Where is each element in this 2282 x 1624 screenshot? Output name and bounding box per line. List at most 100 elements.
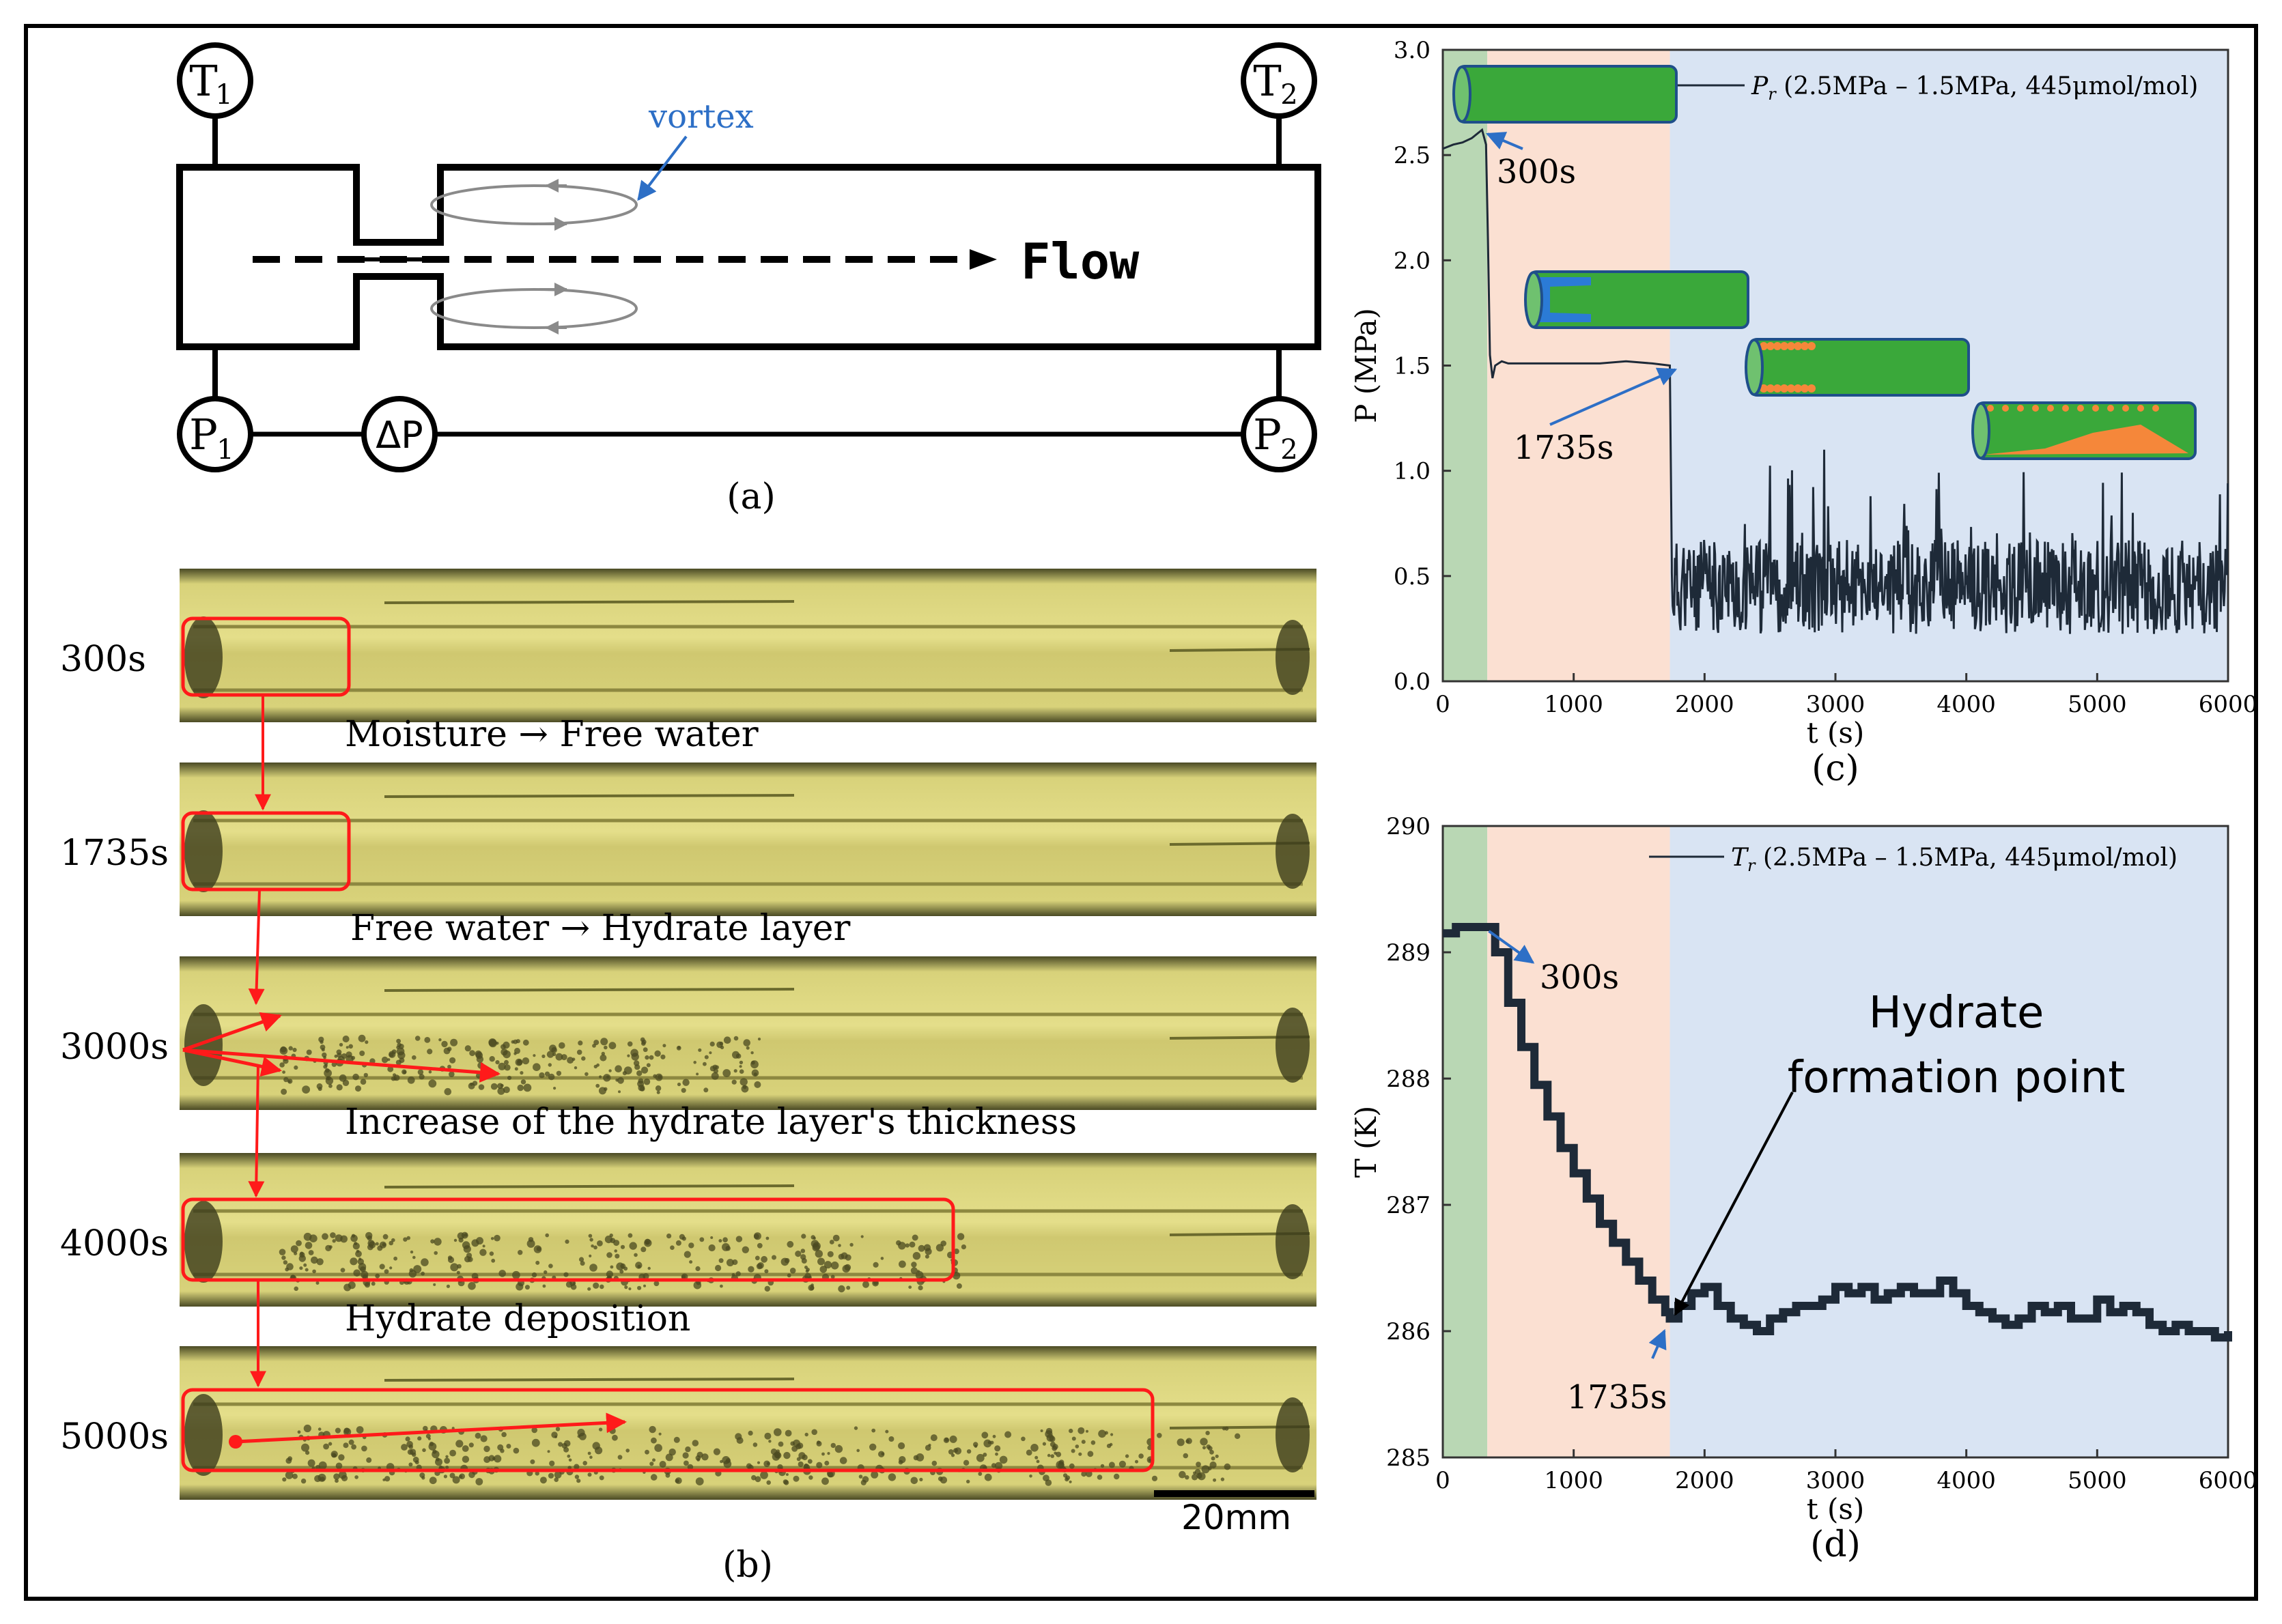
hydrate-speck	[693, 1061, 696, 1064]
hydrate-speck	[352, 1242, 360, 1250]
hydrate-speck	[305, 1268, 309, 1272]
hydrate-speck	[1125, 1454, 1129, 1458]
hydrate-speck	[858, 1475, 863, 1479]
hydrate-speck	[375, 1273, 380, 1279]
connector-arrow	[248, 889, 265, 1006]
hydrate-speck	[489, 1251, 494, 1256]
hydrate-speck	[860, 1235, 864, 1238]
hydrate-speck	[739, 1065, 742, 1068]
hydrate-speck	[802, 1454, 808, 1461]
hydrate-speck	[609, 1427, 616, 1434]
hydrate-speck	[791, 1445, 798, 1452]
hydrate-speck	[600, 1038, 608, 1046]
hydrate-speck	[1211, 1456, 1215, 1461]
hydrate-speck	[640, 1247, 647, 1253]
svg-text:ΔP: ΔP	[376, 414, 423, 457]
hydrate-speck	[315, 1465, 321, 1470]
hydrate-speck	[336, 1084, 343, 1091]
hydrate-speck	[1110, 1433, 1114, 1436]
hydrate-speck	[1179, 1470, 1186, 1479]
hydrate-speck	[391, 1238, 395, 1242]
hydrate-speck	[1081, 1471, 1087, 1477]
hydrate-speck	[346, 1051, 352, 1058]
hydrate-speck	[389, 1240, 393, 1246]
hydrate-speck	[512, 1270, 520, 1279]
vortex-lower	[430, 283, 638, 334]
hydrate-speck	[598, 1427, 603, 1431]
hydrate-speck	[994, 1445, 1001, 1452]
panel-a: vortex Flow T 1 T 2 P 1 ΔP P 2	[176, 42, 1321, 517]
hydrate-spot	[1766, 342, 1775, 350]
hydrate-speck	[1177, 1438, 1185, 1447]
hydrate-speck	[905, 1243, 910, 1248]
hydrate-speck	[821, 1477, 829, 1485]
hydrate-speck	[318, 1087, 322, 1092]
hydrate-speck	[681, 1274, 686, 1279]
hydrate-speck	[356, 1426, 364, 1434]
hydrate-speck	[703, 1087, 709, 1093]
hydrate-spot	[1780, 384, 1788, 393]
hydrate-speck	[983, 1439, 992, 1448]
hydrate-speck	[312, 1269, 316, 1274]
hydrate-speck	[957, 1233, 965, 1240]
hydrate-speck	[1209, 1461, 1217, 1469]
hydrate-speck	[656, 1090, 660, 1094]
hydrate-speck	[660, 1054, 666, 1059]
hydrate-speck	[464, 1255, 471, 1263]
hydrate-speck	[582, 1461, 587, 1466]
hydrate-speck	[545, 1233, 549, 1238]
frame-caption: Hydrate deposition	[345, 1298, 690, 1339]
hydrate-speck	[320, 1477, 325, 1481]
hydrate-speck	[1224, 1426, 1229, 1431]
hydrate-speck	[838, 1285, 845, 1293]
hydrate-speck	[279, 1249, 286, 1255]
hydrate-speck	[551, 1431, 558, 1438]
hydrate-speck	[956, 1283, 962, 1289]
hydrate-speck	[1220, 1477, 1225, 1481]
hydrate-speck	[365, 1282, 370, 1288]
hydrate-speck	[1042, 1442, 1046, 1446]
hydrate-speck	[693, 1281, 702, 1290]
hydrate-speck	[1196, 1462, 1201, 1468]
hydrate-speck	[1050, 1454, 1054, 1458]
hydrate-speck	[421, 1258, 429, 1266]
hydrate-speck	[925, 1254, 929, 1259]
hydrate-speck	[282, 1070, 285, 1074]
hydrate-speck	[764, 1285, 771, 1292]
hydrate-speck	[613, 1240, 620, 1247]
hydrate-speck	[414, 1036, 421, 1041]
hydrate-speck	[1071, 1436, 1076, 1441]
hydrate-spot	[2152, 405, 2159, 412]
hydrate-speck	[695, 1477, 704, 1486]
hydrate-speck	[849, 1242, 854, 1247]
hydrate-speck	[393, 1074, 400, 1081]
hydrate-speck	[549, 1460, 555, 1466]
photo-strip	[180, 1346, 1316, 1500]
hydrate-speck	[334, 1054, 338, 1058]
frame-time-label: 4000s	[60, 1223, 169, 1264]
hydrate-speck	[649, 1055, 654, 1060]
hydrate-speck	[282, 1477, 287, 1482]
hydrate-speck	[908, 1285, 912, 1289]
photo-frame: 4000s Hydrate deposition	[60, 1153, 1316, 1339]
hydrate-spot	[2137, 405, 2144, 412]
hydrate-speck	[742, 1085, 747, 1089]
hydrate-speck	[578, 1257, 584, 1262]
hydrate-speck	[435, 1458, 442, 1466]
hydrate-speck	[489, 1056, 495, 1062]
hydrate-speck	[433, 1283, 436, 1286]
hydrate-speck	[513, 1052, 517, 1055]
hydrate-speck	[580, 1261, 585, 1266]
hydrate-speck	[355, 1085, 361, 1092]
hydrate-speck	[720, 1459, 723, 1464]
hydrate-speck	[1075, 1444, 1080, 1449]
hydrate-speck	[477, 1062, 484, 1069]
hydrate-speck	[718, 1239, 722, 1243]
hydrate-speck	[547, 1450, 550, 1453]
hydrate-speck	[1047, 1453, 1051, 1457]
hydrate-speck	[403, 1237, 408, 1242]
hydrate-speck	[637, 1264, 641, 1268]
hydrate-speck	[793, 1439, 800, 1447]
hydrate-speck	[472, 1081, 478, 1086]
hydrate-speck	[449, 1449, 456, 1457]
